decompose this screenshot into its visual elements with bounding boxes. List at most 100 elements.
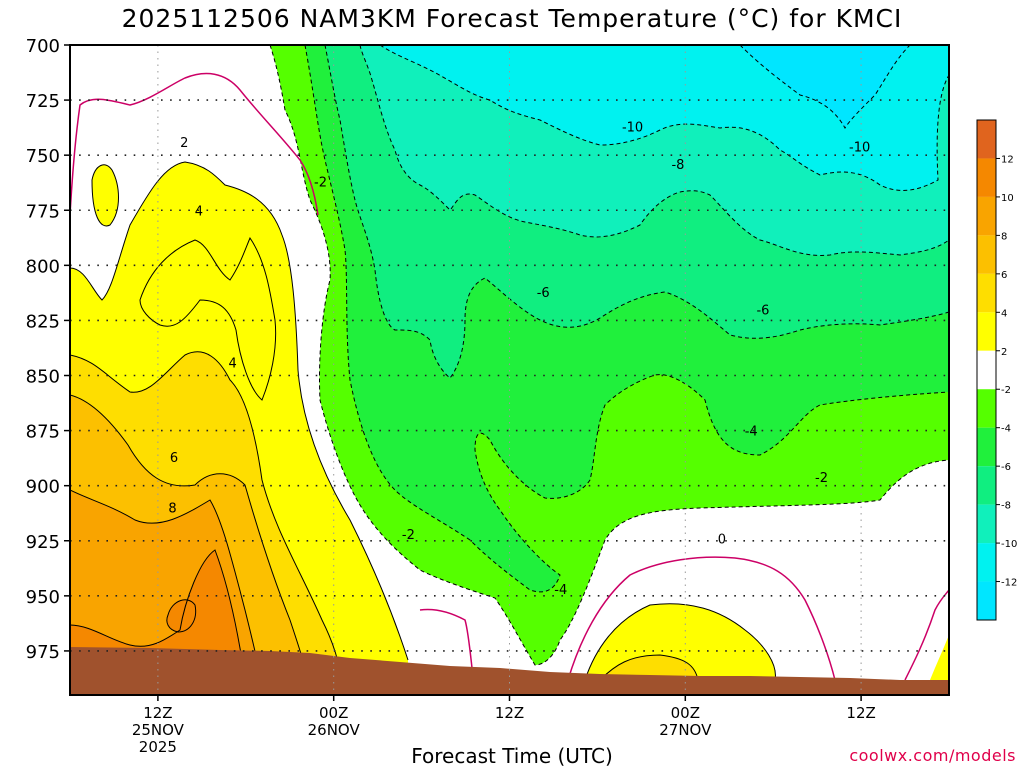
zero-isotherm-left: [70, 72, 319, 216]
contour-label: 2: [180, 136, 188, 151]
zero-isotherm-pocket: [567, 556, 836, 681]
y-tick-label: 825: [26, 311, 60, 332]
contour-label: 6: [170, 451, 178, 466]
zero-isotherms: [70, 72, 949, 681]
colorbar-swatch: [977, 235, 996, 274]
y-tick-label: 700: [26, 36, 60, 57]
region-cold-12: [740, 45, 910, 128]
contour-warm-small-a: [166, 599, 197, 633]
contour-label: -10: [622, 121, 643, 136]
cold-contours: [269, 45, 949, 666]
colorbar-swatch: [977, 312, 996, 351]
temperature-field: 2 4 4 6 8 -2 -2 -10 -10 -8 -6 -6 -4 -4 -2 0: [70, 45, 949, 695]
contour-neg4: [304, 45, 949, 593]
x-tick-label: 00Z: [319, 704, 348, 722]
y-tick-label: 775: [26, 201, 60, 222]
y-tick-label: 800: [26, 256, 60, 277]
contour-warm-small-b: [91, 164, 119, 227]
x-tick-label: 2025: [139, 738, 177, 756]
y-tick-label: 900: [26, 477, 60, 498]
y-tick-label: 850: [26, 367, 60, 388]
y-tick-label: 750: [26, 146, 60, 167]
contour-2: [70, 161, 409, 661]
contour-neg2: [269, 45, 949, 666]
colorbar-swatch: [977, 273, 996, 313]
contour-neg10: [379, 45, 949, 191]
colorbar-swatch: [977, 120, 996, 159]
colorbar-swatch: [977, 196, 996, 236]
terrain-ground: [70, 647, 949, 695]
grid: [70, 45, 949, 695]
colorbar-label: 8: [1001, 231, 1007, 242]
zero-isotherm-bottom: [419, 608, 473, 669]
chart-title: 2025112506 NAM3KM Forecast Temperature (…: [121, 4, 903, 33]
x-tick-label: 12Z: [846, 704, 875, 722]
colorbar-label: -6: [1001, 462, 1011, 473]
contour-label: 4: [195, 204, 203, 219]
x-axis-label: Forecast Time (UTC): [411, 744, 613, 768]
region-warm-pocket-4: [600, 655, 698, 680]
colorbar-label: 10: [1001, 193, 1014, 204]
x-tick-label: 26NOV: [308, 721, 361, 739]
contour-label: -2: [402, 528, 415, 543]
y-tick-label: 925: [26, 532, 60, 553]
contour-4-inner: [139, 236, 277, 401]
colorbar-label: 12: [1001, 154, 1014, 165]
x-tick-label: 25NOV: [132, 721, 185, 739]
colorbar-label: 6: [1001, 270, 1007, 281]
contour-label: 0: [718, 533, 726, 548]
contour-6: [70, 394, 312, 695]
colorbar-label: 2: [1001, 347, 1007, 358]
contour-label: -2: [314, 176, 327, 191]
y-tick-label: 975: [26, 642, 60, 663]
zero-isotherm-right: [904, 589, 949, 681]
region-warm-pocket-right: [930, 635, 949, 680]
colorbar-label: -8: [1001, 501, 1011, 512]
colorbar-swatch: [977, 427, 996, 467]
y-tick-label: 875: [26, 422, 60, 443]
colorbar-label: 4: [1001, 308, 1007, 319]
contour-8: [70, 489, 265, 695]
x-tick-label: 27NOV: [659, 721, 712, 739]
x-tick-label: 12Z: [495, 704, 524, 722]
colorbar-label: -2: [1001, 385, 1011, 396]
x-tick-label: 12Z: [143, 704, 172, 722]
colorbar-label: -4: [1001, 424, 1011, 435]
contour-neg6: [324, 45, 949, 379]
colorbar-swatch: [977, 504, 996, 544]
contour-label: -10: [849, 140, 870, 155]
x-tick-label: 00Z: [671, 704, 700, 722]
colorbar: 12 10 8 6 4 2 -2 -4 -6 -8 -10 -12: [976, 119, 1017, 621]
contour-labels: 2 4 4 6 8 -2 -2 -10 -10 -8 -6 -6 -4 -4 -2 0: [168, 121, 870, 599]
region-warm-small-a: [166, 599, 196, 632]
contour-label: -4: [554, 583, 567, 598]
colorbar-frame: [976, 119, 997, 621]
y-tick-label: 725: [26, 91, 60, 112]
colorbar-swatch: [977, 466, 996, 505]
contour-label: -6: [537, 286, 550, 301]
contour-4: [70, 351, 345, 695]
colorbar-swatch: [977, 158, 996, 197]
colorbar-swatch: [977, 543, 996, 582]
y-tick-label: 950: [26, 587, 60, 608]
contour-pocket-4: [599, 654, 699, 681]
colorbar-swatch: [977, 581, 996, 620]
colorbar-label: -10: [1001, 539, 1017, 550]
contour-label: -4: [745, 425, 758, 440]
contour-10: [70, 549, 248, 695]
colorbar-swatch: [977, 389, 996, 428]
site-credit: coolwx.com/models: [849, 746, 1016, 765]
contour-pocket-2: [584, 603, 776, 681]
warm-contours: [70, 161, 776, 695]
contour-label: 8: [168, 502, 176, 517]
contour-label: -6: [756, 303, 769, 318]
contour-label: 4: [228, 356, 236, 371]
y-axis: 700 725 750 775 800 825 850 875 900 925 950 975: [26, 36, 70, 663]
contour-neg12: [739, 45, 911, 129]
colorbar-swatch: [977, 350, 996, 390]
colorbar-label: -12: [1001, 578, 1017, 589]
contour-label: -2: [815, 471, 828, 486]
contour-label: -8: [671, 158, 684, 173]
